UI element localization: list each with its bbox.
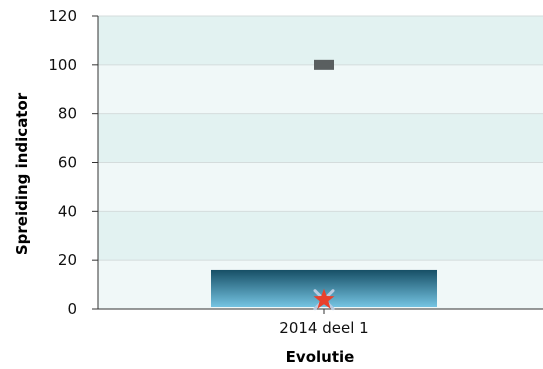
- background-bands: [98, 16, 543, 309]
- x-tick-label: 2014 deel 1: [279, 319, 368, 337]
- gridlines: [98, 15, 543, 261]
- y-tick-label: 0: [67, 300, 77, 318]
- x-axis-title: Evolutie: [286, 348, 355, 366]
- y-tick-label: 80: [58, 105, 77, 123]
- y-tick-label: 120: [48, 7, 77, 25]
- y-axis-ticks: 0 20 40 60 80 100 120: [48, 7, 98, 318]
- background-band: [98, 162, 543, 212]
- background-band: [98, 16, 543, 65]
- marker-star: [313, 288, 335, 309]
- background-band: [98, 211, 543, 261]
- y-tick-label: 100: [48, 56, 77, 74]
- y-tick-label: 20: [58, 251, 77, 269]
- y-tick-label: 40: [58, 202, 77, 220]
- background-band: [98, 113, 543, 163]
- y-tick-label: 60: [58, 154, 77, 172]
- background-band: [98, 64, 543, 114]
- marker-dash: [314, 59, 334, 70]
- y-axis-title: Spreiding indicator: [13, 92, 31, 255]
